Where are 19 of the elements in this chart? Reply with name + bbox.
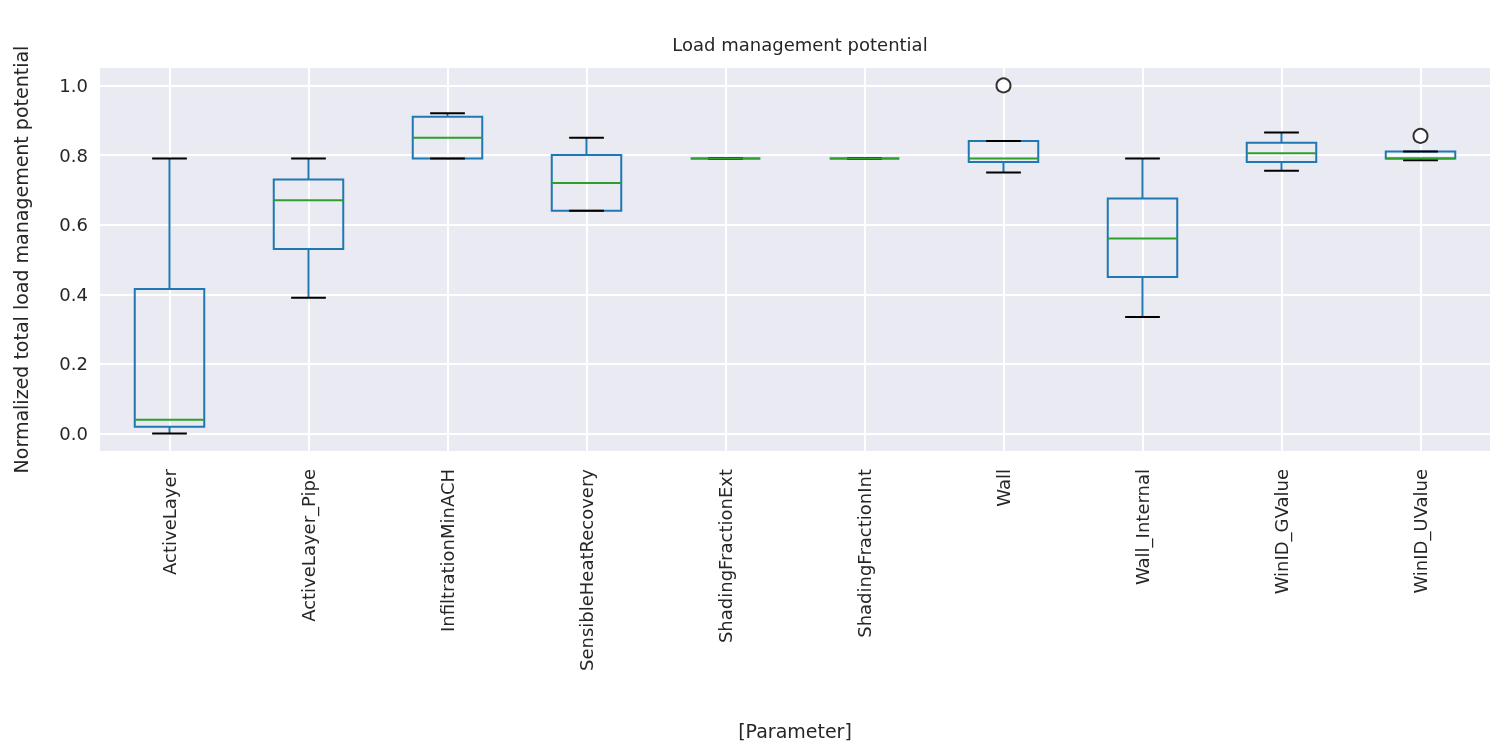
chart-title: Load management potential: [672, 33, 928, 55]
y-tick-label: 1.0: [59, 74, 88, 96]
y-tick-label: 0.2: [59, 353, 88, 375]
x-axis-title: [Parameter]: [738, 719, 852, 742]
x-tick-label: Wall_Internal: [1132, 469, 1154, 586]
x-tick-label: InfiltrationMinACH: [437, 469, 458, 633]
y-tick-label: 0.8: [59, 144, 88, 166]
x-tick-label: WinID_UValue: [1410, 469, 1432, 594]
x-tick-label: ShadingFractionInt: [854, 469, 875, 638]
y-axis-title: Normalized total load management potential: [9, 45, 32, 474]
x-tick-label: Wall: [993, 469, 1014, 507]
x-tick-label: ActiveLayer_Pipe: [298, 469, 320, 622]
x-tick-label: ActiveLayer: [159, 468, 180, 575]
y-tick-label: 0.0: [59, 423, 88, 445]
y-tick-label: 0.4: [59, 283, 88, 305]
x-tick-label: ShadingFractionExt: [715, 469, 736, 644]
x-tick-label: WinID_GValue: [1271, 469, 1293, 595]
y-tick-label: 0.6: [59, 214, 88, 236]
x-tick-label: SensibleHeatRecovery: [576, 468, 597, 671]
